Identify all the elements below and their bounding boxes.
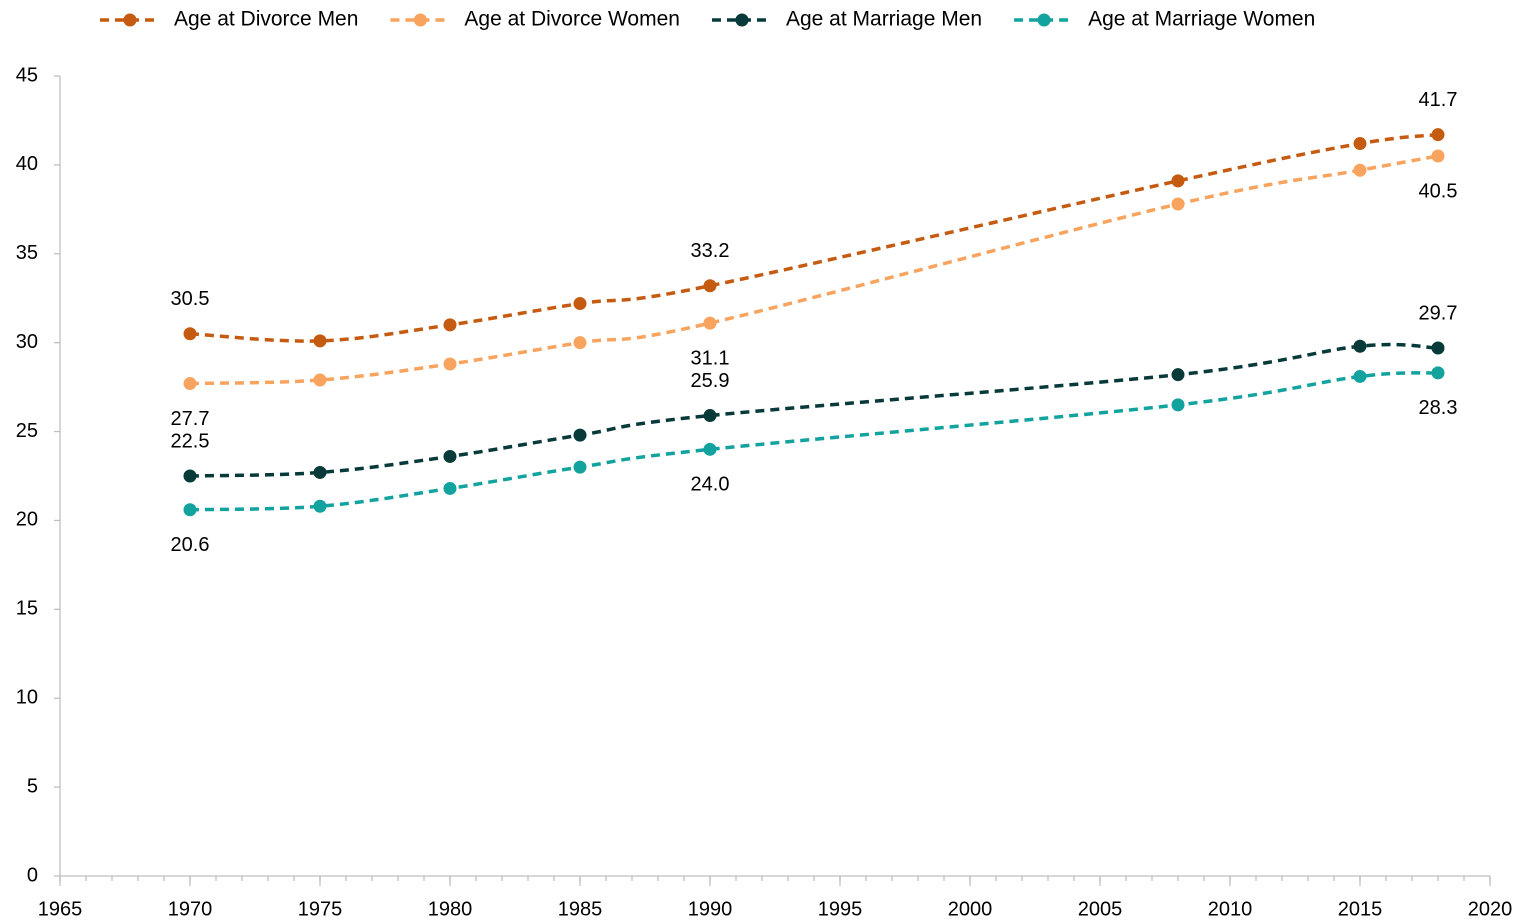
data-label: 22.5 (171, 430, 210, 452)
x-tick-label: 2015 (1338, 898, 1383, 920)
y-tick-label: 10 (16, 687, 38, 709)
y-tick-label: 5 (27, 775, 38, 797)
x-tick-label: 2010 (1208, 898, 1253, 920)
legend-label: Age at Marriage Men (786, 8, 982, 31)
y-tick-label: 15 (16, 598, 38, 620)
marker (313, 465, 327, 479)
x-tick-label: 1995 (818, 898, 863, 920)
marker (1171, 174, 1185, 188)
data-label: 24.0 (691, 474, 730, 496)
marker (1353, 339, 1367, 353)
x-tick-label: 1975 (298, 898, 343, 920)
x-tick-label: 2000 (948, 898, 993, 920)
data-label: 28.3 (1419, 397, 1458, 419)
marker (183, 469, 197, 483)
marker (703, 442, 717, 456)
x-tick-label: 1970 (168, 898, 213, 920)
marker (1353, 163, 1367, 177)
y-tick-label: 35 (16, 242, 38, 264)
data-label: 40.5 (1419, 180, 1458, 202)
x-tick-label: 2005 (1078, 898, 1123, 920)
x-tick-label: 2020 (1468, 898, 1513, 920)
legend-marker (413, 13, 427, 27)
marker (443, 318, 457, 332)
marker (1431, 366, 1445, 380)
marker (1431, 341, 1445, 355)
marker (1431, 128, 1445, 142)
data-label: 20.6 (171, 534, 210, 556)
x-tick-label: 1985 (558, 898, 603, 920)
marker (1353, 137, 1367, 151)
series-line (189, 132, 1439, 343)
marker (573, 428, 587, 442)
legend-label: Age at Marriage Women (1088, 8, 1315, 31)
data-label: 31.1 (691, 347, 730, 369)
data-label: 30.5 (171, 288, 210, 310)
x-tick-label: 1980 (428, 898, 473, 920)
marker (1171, 398, 1185, 412)
marker (313, 334, 327, 348)
legend-label: Age at Divorce Women (464, 8, 680, 31)
marker (443, 357, 457, 371)
y-tick-label: 20 (16, 509, 38, 531)
series-line (189, 371, 1439, 512)
x-tick-label: 1990 (688, 898, 733, 920)
marker (573, 460, 587, 474)
x-tick-label: 1965 (38, 898, 83, 920)
legend-label: Age at Divorce Men (174, 8, 358, 31)
marker (443, 449, 457, 463)
legend-marker (123, 13, 137, 27)
data-label: 29.7 (1419, 302, 1458, 324)
y-tick-label: 45 (16, 64, 38, 86)
marker (703, 279, 717, 293)
data-label: 33.2 (691, 240, 730, 262)
marker (1171, 197, 1185, 211)
marker (183, 377, 197, 391)
marker (1431, 149, 1445, 163)
marker (573, 336, 587, 350)
y-tick-label: 30 (16, 331, 38, 353)
marker (443, 481, 457, 495)
marker (183, 327, 197, 341)
data-label: 27.7 (171, 408, 210, 430)
marker (573, 297, 587, 311)
data-label: 25.9 (691, 370, 730, 392)
series-line (189, 342, 1439, 478)
marker (703, 409, 717, 423)
marker (1353, 369, 1367, 383)
marker (313, 373, 327, 387)
marker (703, 316, 717, 330)
y-tick-label: 40 (16, 153, 38, 175)
legend-marker (1037, 13, 1051, 27)
marker (1171, 368, 1185, 382)
series-line (189, 154, 1439, 386)
marker (183, 503, 197, 517)
y-tick-label: 0 (27, 864, 38, 886)
legend-marker (735, 13, 749, 27)
marker (313, 499, 327, 513)
y-tick-label: 25 (16, 420, 38, 442)
data-label: 41.7 (1419, 89, 1458, 111)
